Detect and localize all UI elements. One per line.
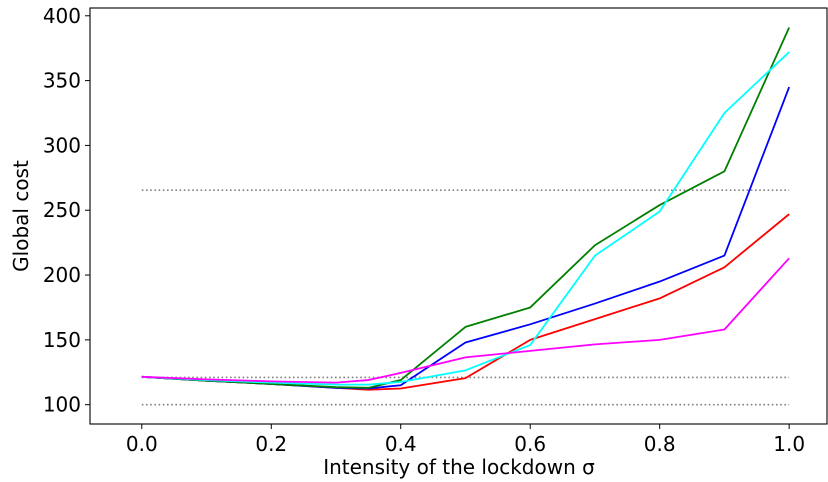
y-tick-label: 150	[43, 328, 81, 352]
y-tick-label: 400	[43, 4, 81, 28]
series-line-0	[141, 213, 790, 391]
y-tick-label: 250	[43, 198, 81, 222]
x-tick-label: 0.4	[385, 432, 417, 456]
x-tick-label: 0.2	[255, 432, 287, 456]
series-lines	[141, 27, 791, 391]
series-line-1	[141, 86, 791, 390]
reference-lines	[141, 189, 790, 406]
series-line-4	[141, 257, 790, 384]
y-axis-label: Global cost	[9, 160, 33, 272]
plot-frame	[89, 7, 828, 425]
x-axis-label: Intensity of the lockdown σ	[323, 455, 595, 479]
series-line-3	[141, 51, 790, 386]
y-tick-label: 100	[43, 393, 81, 417]
x-tick-label: 1.0	[773, 432, 805, 456]
x-axis-ticks: 0.0 0.2 0.4 0.6 0.8 1.0	[126, 424, 805, 456]
x-tick-label: 0.8	[644, 432, 676, 456]
y-tick-label: 350	[43, 69, 81, 93]
y-tick-label: 300	[43, 133, 81, 157]
x-tick-label: 0.6	[514, 432, 546, 456]
y-tick-label: 200	[43, 263, 81, 287]
series-line-2	[141, 27, 790, 389]
y-axis-ticks: 100 150 200 250 300 350 400	[43, 4, 90, 417]
x-tick-label: 0.0	[126, 432, 158, 456]
